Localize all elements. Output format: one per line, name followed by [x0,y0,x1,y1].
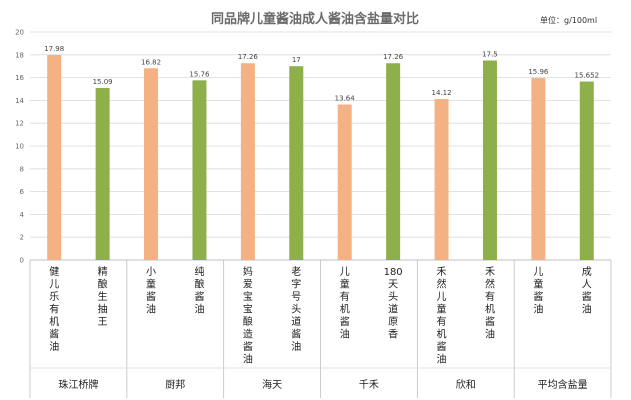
data-label: 17 [292,56,301,64]
y-tick-label: 8 [20,165,24,173]
y-tick-label: 20 [15,29,24,37]
y-tick-label: 4 [20,211,25,219]
y-tick-label: 12 [15,120,24,128]
category-label: 禾然儿童有机酱油 [437,266,447,366]
data-label: 16.82 [141,58,161,66]
y-axis: 0 2 4 6 8 10 12 14 16 18 20 [15,29,24,265]
data-label: 17.26 [238,53,259,61]
y-tick-label: 6 [20,188,25,196]
grid-lines [29,31,612,398]
category-label: 禾然有机酱油 [485,266,495,341]
data-label: 17.5 [482,51,498,59]
category-label: 儿童酱油 [533,266,543,316]
category-label: 成人酱油 [582,266,592,316]
category-label: 健儿乐有机酱油 [49,266,59,353]
bar [482,60,497,260]
category-label: 老字号头道酱油 [291,265,301,353]
bar [337,104,352,260]
data-label: 17.26 [383,53,404,61]
bar [289,66,304,260]
group-label: 千禾 [359,379,379,391]
group-labels: 珠江桥牌 厨邦 海天 千禾 欣和 平均含盐量 [58,378,587,391]
chart-title: 同品牌儿童酱油成人酱油含盐量对比 [211,11,419,27]
bar [95,87,110,260]
bar [579,81,594,260]
y-tick-label: 18 [15,51,24,59]
data-label: 13.64 [335,95,356,103]
y-tick-label: 14 [15,97,24,105]
category-label: 妈爱宝宝酿造酱油 [243,265,253,366]
category-label: 小童酱油 [146,266,156,316]
category-label: 精酿生抽王 [98,265,108,328]
data-label: 15.09 [93,78,113,86]
group-label: 海天 [262,378,282,391]
category-label: 儿童有机酱油 [340,266,350,341]
y-tick-label: 2 [20,234,24,242]
bar [192,80,207,260]
data-labels: 17.98 15.09 16.82 15.76 17.26 17 13.64 17.26 14.… [44,45,599,102]
unit-note: 单位：g/100ml [540,15,597,25]
data-label: 17.98 [44,45,64,53]
y-tick-label: 10 [15,143,24,151]
category-labels: 健儿乐有机酱油 精酿生抽王 小童酱油 纯酿酱油 妈爱宝宝酿造酱油 老字号头道酱油 儿童有机酱… [49,265,592,366]
bar [144,68,159,260]
group-label: 厨邦 [165,378,185,391]
bar [240,63,255,261]
data-label: 15.76 [189,70,210,78]
bar [47,55,62,260]
bar [434,99,449,260]
category-label: 180 天头道原香 [384,267,403,341]
group-label: 欣和 [456,378,476,391]
bars [47,55,594,261]
category-label: 纯酿酱油 [194,265,204,316]
data-label: 15.96 [528,68,549,76]
bar [386,63,401,261]
data-label: 15.652 [575,72,600,80]
data-label: 14.12 [432,89,452,97]
group-label: 珠江桥牌 [58,378,98,391]
y-tick-label: 16 [15,74,24,82]
y-tick-label: 0 [20,257,24,265]
group-label: 平均含盐量 [538,378,588,391]
bar [531,78,546,260]
